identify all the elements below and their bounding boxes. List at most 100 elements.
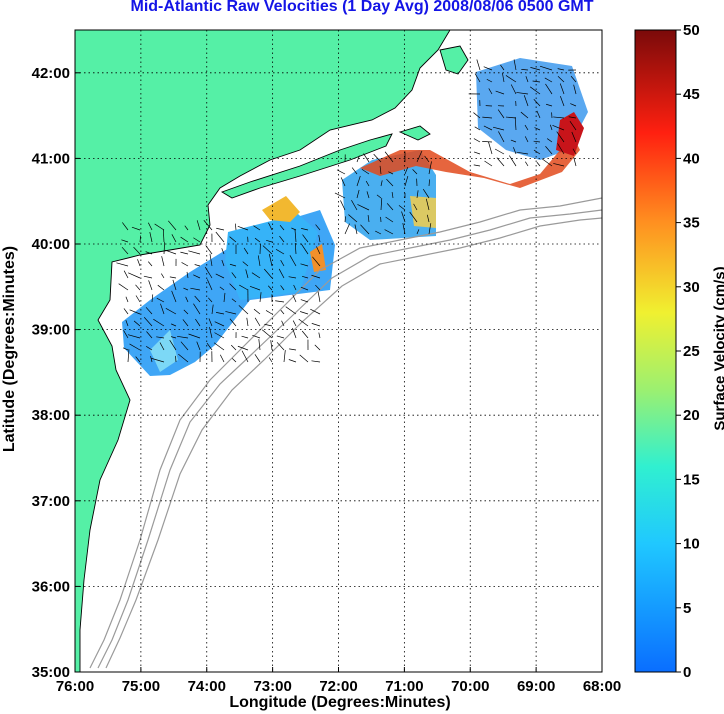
velocity-arrow <box>510 84 517 95</box>
velocity-arrow <box>516 92 529 95</box>
velocity-arrow <box>135 284 141 291</box>
velocity-arrow <box>416 190 419 199</box>
velocity-arrow <box>261 329 273 339</box>
velocity-arrow <box>281 320 285 327</box>
velocity-arrow <box>171 290 177 303</box>
velocity-arrow <box>265 310 273 315</box>
velocity-arrow <box>283 350 286 363</box>
velocity-arrow <box>254 237 261 243</box>
velocity-arrow <box>185 296 189 303</box>
velocity-arrow <box>484 160 493 167</box>
velocity-arrow <box>571 131 577 143</box>
velocity-arrow <box>213 342 225 351</box>
velocity-arrow <box>288 276 297 279</box>
velocity-arrow <box>298 318 309 327</box>
velocity-arrow <box>183 287 189 291</box>
velocity-arrow <box>238 305 249 315</box>
velocity-arrow <box>384 151 394 163</box>
velocity-arrow <box>398 205 406 211</box>
velocity-arrow <box>181 262 189 267</box>
velocity-arrow <box>171 234 177 243</box>
velocity-arrow <box>246 317 249 327</box>
velocity-arrow <box>145 307 153 315</box>
velocity-arrow <box>300 299 309 303</box>
velocity-arrow <box>300 286 309 291</box>
velocity-arrow <box>180 251 189 255</box>
velocity-arrow <box>300 263 309 267</box>
velocity-arrow <box>351 167 358 175</box>
velocity-arrow <box>275 300 285 303</box>
velocity-arrow <box>552 125 565 131</box>
lat-tick-label: 36:00 <box>32 578 70 595</box>
velocity-arrow <box>376 194 382 199</box>
velocity-arrow <box>225 311 237 315</box>
velocity-arrow <box>129 343 141 351</box>
velocity-arrow <box>253 308 261 315</box>
velocity-arrow <box>264 323 273 327</box>
velocity-arrow <box>301 330 309 339</box>
velocity-arrow <box>203 219 213 231</box>
velocity-arrow <box>366 191 370 199</box>
velocity-arrow <box>492 126 505 131</box>
velocity-arrow <box>516 151 529 155</box>
velocity-arrow <box>209 253 213 267</box>
velocity-arrow <box>231 358 237 363</box>
velocity-arrow <box>156 336 165 339</box>
velocity-arrow <box>125 296 129 303</box>
velocity-arrow <box>242 261 249 267</box>
velocity-arrow <box>184 225 189 231</box>
velocity-arrow <box>553 163 565 167</box>
velocity-arrow <box>229 263 237 267</box>
velocity-arrow <box>344 223 350 235</box>
velocity-arrow <box>315 284 321 291</box>
velocity-arrow <box>500 64 505 71</box>
velocity-arrow <box>384 229 394 235</box>
velocity-arrow <box>360 224 370 235</box>
velocity-arrow <box>262 245 273 255</box>
velocity-arrow <box>266 239 273 243</box>
velocity-arrow <box>252 334 261 339</box>
velocity-arrow <box>510 139 517 143</box>
velocity-arrow <box>386 178 394 187</box>
velocity-arrow <box>207 279 213 291</box>
velocity-arrow <box>525 161 529 167</box>
colorbar-label: Surface Velocity (cm/s) <box>711 266 724 431</box>
velocity-arrow <box>536 161 541 167</box>
lon-tick-label: 72:00 <box>319 678 357 695</box>
velocity-arrow <box>509 155 517 167</box>
velocity-arrow <box>229 236 237 243</box>
colorbar-tick-label: 0 <box>683 664 691 681</box>
velocity-arrow <box>169 276 177 279</box>
velocity-arrow <box>127 334 141 339</box>
velocity-arrow <box>513 147 517 155</box>
velocity-arrow <box>299 354 309 363</box>
velocity-arrow <box>523 95 529 107</box>
lon-tick-label: 75:00 <box>122 678 160 695</box>
velocity-arrow <box>128 272 141 279</box>
velocity-arrow <box>292 320 297 327</box>
velocity-arrow <box>129 309 141 315</box>
velocity-arrow <box>416 229 420 235</box>
velocity-arrow <box>258 339 261 351</box>
velocity-arrow <box>219 354 225 363</box>
velocity-arrow <box>351 199 358 211</box>
x-axis-label: Longitude (Degrees:Minutes) <box>229 694 451 711</box>
velocity-arrow <box>496 157 505 167</box>
velocity-arrow <box>215 312 225 315</box>
velocity-arrow <box>268 253 273 267</box>
velocity-arrow <box>311 323 321 327</box>
velocity-arrow <box>482 116 493 119</box>
velocity-arrow <box>159 342 165 351</box>
velocity-arrow <box>157 284 165 291</box>
velocity-arrow <box>208 318 213 327</box>
velocity-arrow <box>243 247 249 255</box>
velocity-arrow <box>206 342 213 351</box>
velocity-arrow <box>570 75 577 83</box>
lon-tick-label: 71:00 <box>385 678 423 695</box>
velocity-arrow <box>180 341 189 351</box>
velocity-arrow <box>196 341 201 351</box>
velocity-arrow <box>292 294 297 303</box>
velocity-arrow <box>534 127 541 131</box>
velocity-arrow <box>161 273 165 279</box>
velocity-arrow <box>572 148 577 155</box>
